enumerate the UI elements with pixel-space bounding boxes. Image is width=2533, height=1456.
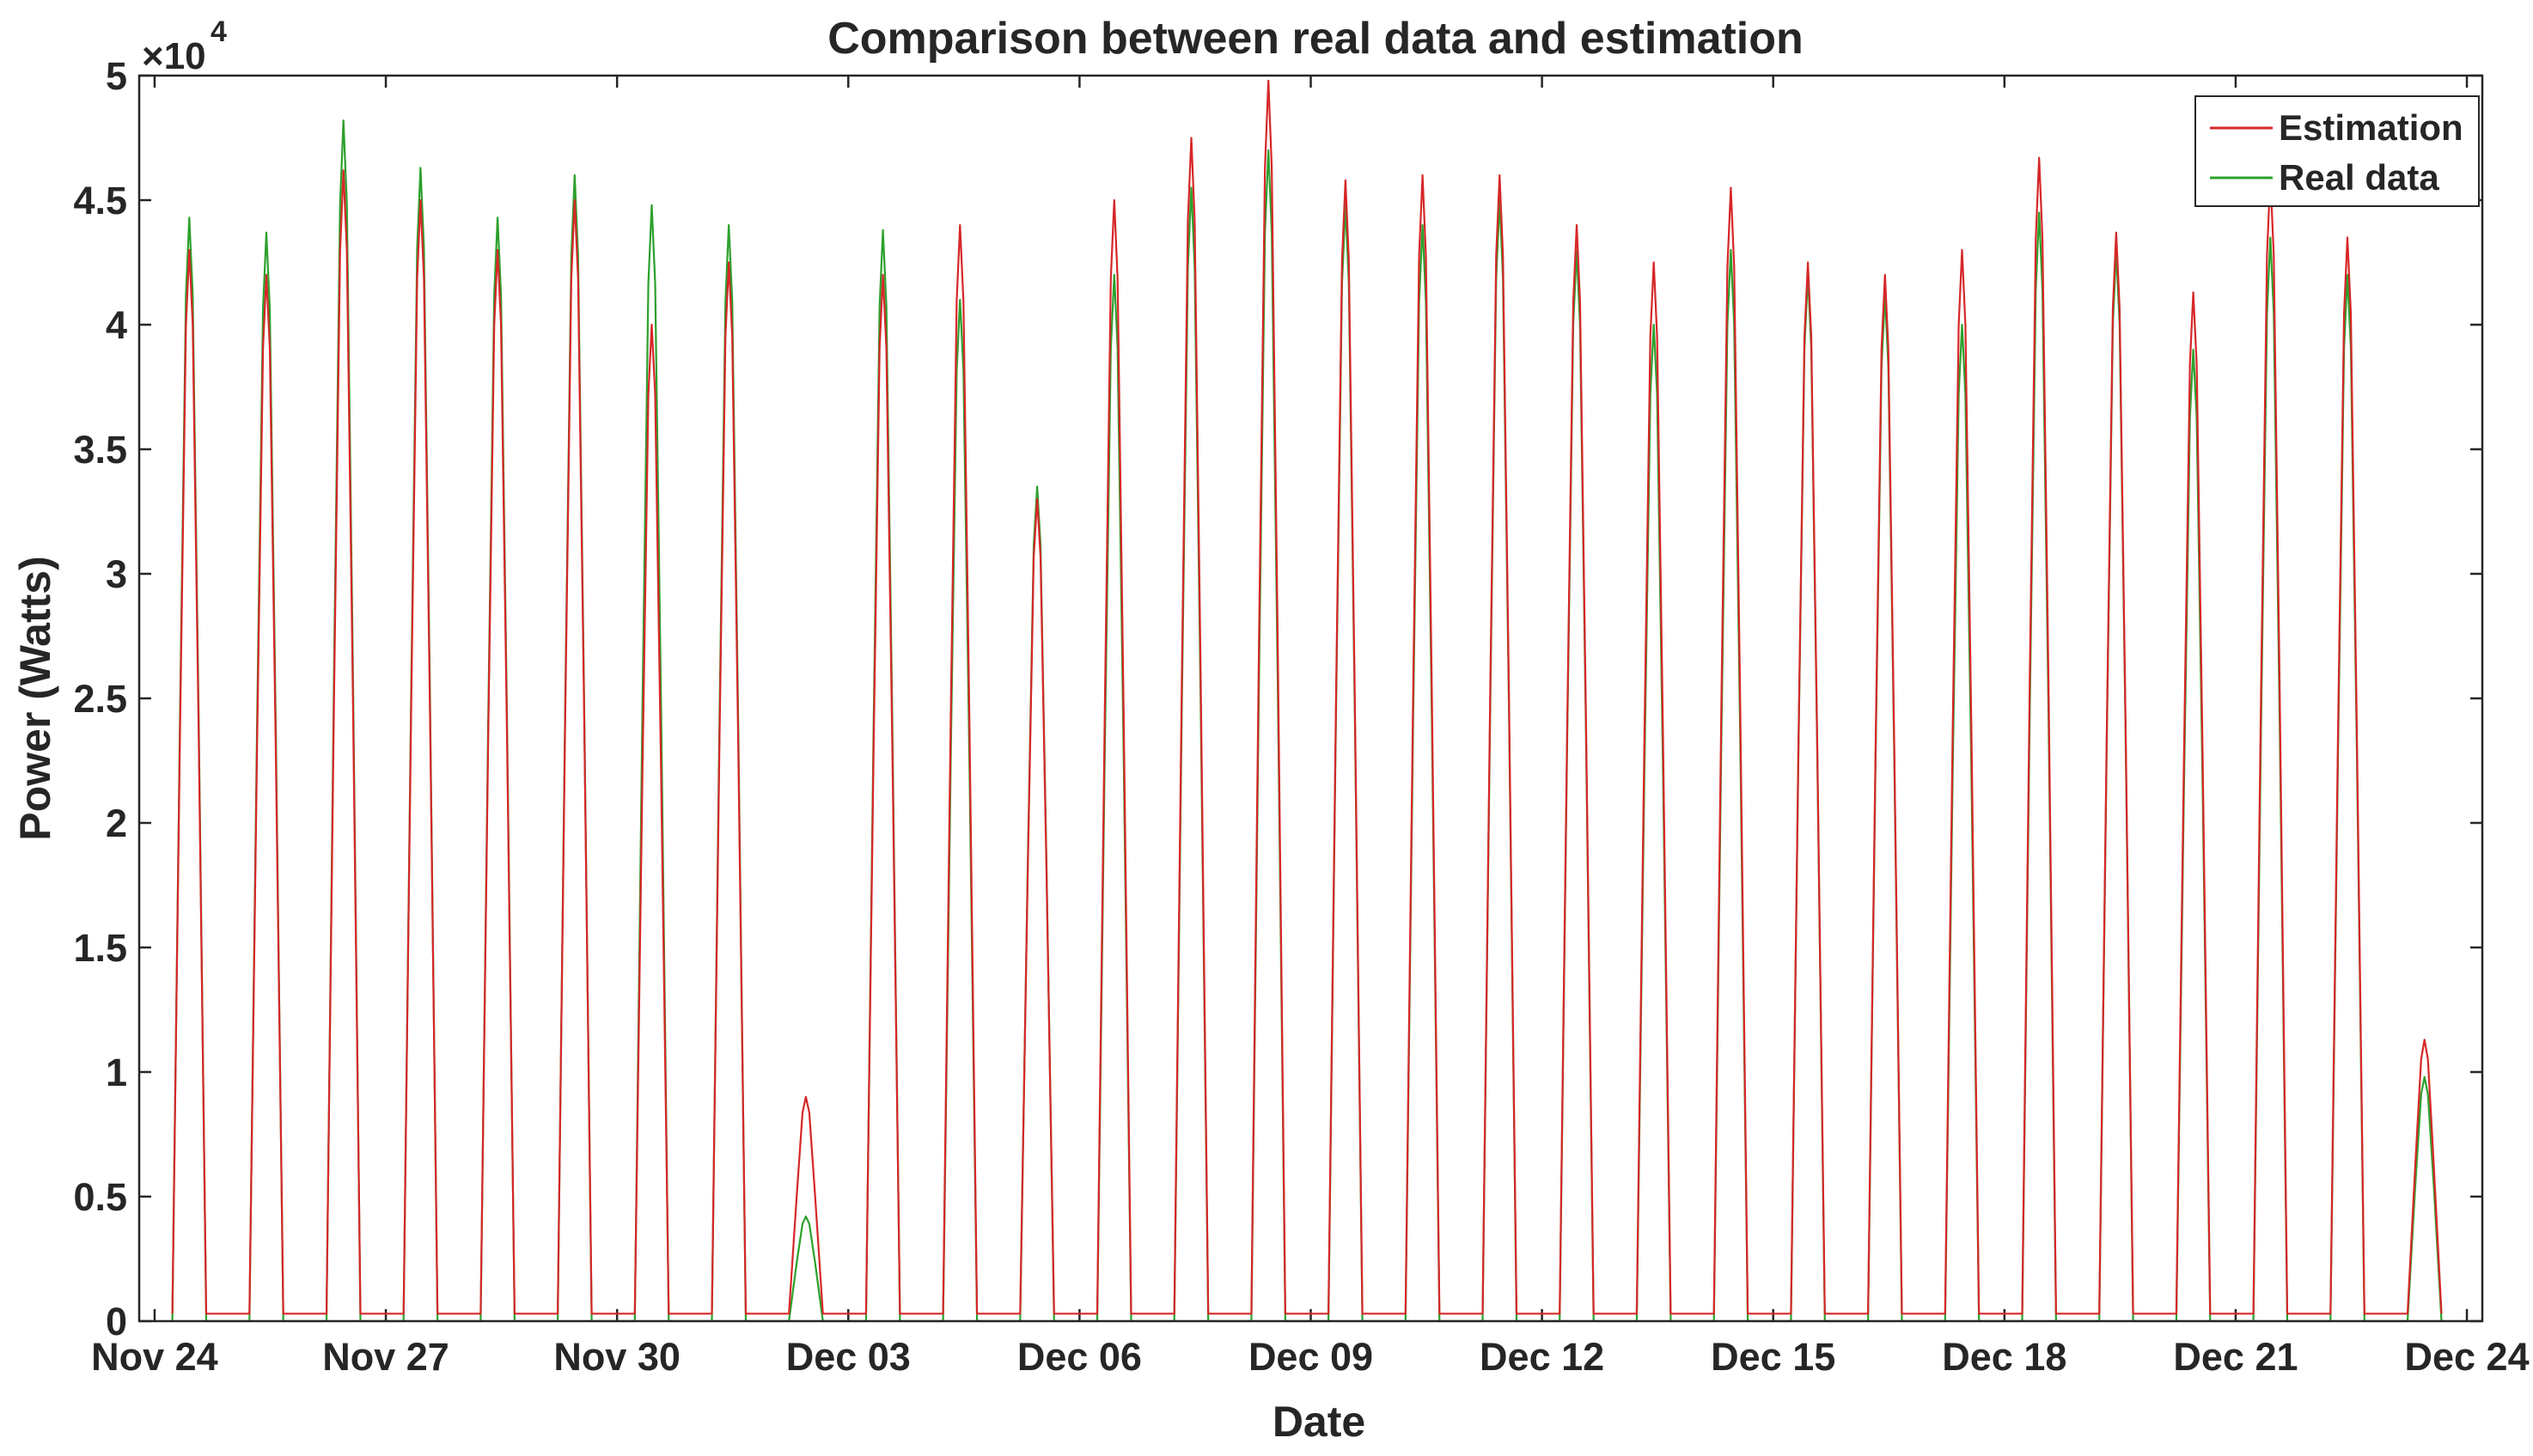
plot-area bbox=[139, 76, 2482, 1321]
y-tick-label: 4 bbox=[106, 303, 127, 347]
legend-label-real-data: Real data bbox=[2279, 157, 2439, 198]
x-tick-label: Dec 03 bbox=[786, 1335, 911, 1379]
y-tick-label: 1.5 bbox=[73, 926, 127, 970]
y-tick-label: 4.5 bbox=[73, 179, 127, 222]
x-tick-label: Dec 12 bbox=[1480, 1335, 1604, 1379]
x-tick-label: Dec 21 bbox=[2173, 1335, 2298, 1379]
chart-title: Comparison between real data and estimat… bbox=[827, 14, 1804, 64]
y-tick-label: 3 bbox=[106, 552, 127, 596]
x-tick-label: Dec 09 bbox=[1248, 1335, 1373, 1379]
x-tick-label: Dec 06 bbox=[1017, 1335, 1142, 1379]
plot-frame bbox=[137, 74, 2484, 1323]
y-axis-exponent-base: ×10 bbox=[142, 35, 206, 77]
legend-box bbox=[2194, 95, 2480, 207]
y-axis-label: Power (Watts) bbox=[11, 556, 59, 841]
y-tick-label: 0.5 bbox=[73, 1175, 127, 1219]
y-tick-label: 3.5 bbox=[73, 428, 127, 472]
y-tick-label: 0 bbox=[106, 1300, 127, 1343]
y-tick-label: 2 bbox=[106, 801, 127, 845]
x-tick-label: Nov 24 bbox=[91, 1335, 218, 1379]
legend: Estimation Real data bbox=[2194, 95, 2480, 207]
x-tick-label: Dec 15 bbox=[1711, 1335, 1835, 1379]
x-axis-ticks: Nov 24 Nov 27 Nov 30 Dec 03 Dec 06 Dec 09 Dec … bbox=[91, 76, 2530, 1379]
x-tick-label: Dec 18 bbox=[1942, 1335, 2066, 1379]
y-tick-label: 5 bbox=[106, 54, 127, 98]
x-tick-label: Dec 24 bbox=[2405, 1335, 2530, 1379]
legend-label-estimation: Estimation bbox=[2279, 107, 2463, 148]
y-tick-label: 1 bbox=[106, 1051, 127, 1094]
series-estimation bbox=[171, 79, 2443, 1315]
y-tick-label: 2.5 bbox=[73, 677, 127, 721]
series-line-estimation bbox=[171, 79, 2443, 1315]
y-axis-exponent-power: 4 bbox=[211, 15, 227, 48]
y-axis-ticks: 0 0.5 1 1.5 2 2.5 3 3.5 4 4.5 5 bbox=[73, 54, 2482, 1343]
x-axis-label: Date bbox=[1273, 1398, 1365, 1446]
x-tick-label: Nov 30 bbox=[553, 1335, 681, 1379]
x-tick-label: Nov 27 bbox=[322, 1335, 449, 1379]
